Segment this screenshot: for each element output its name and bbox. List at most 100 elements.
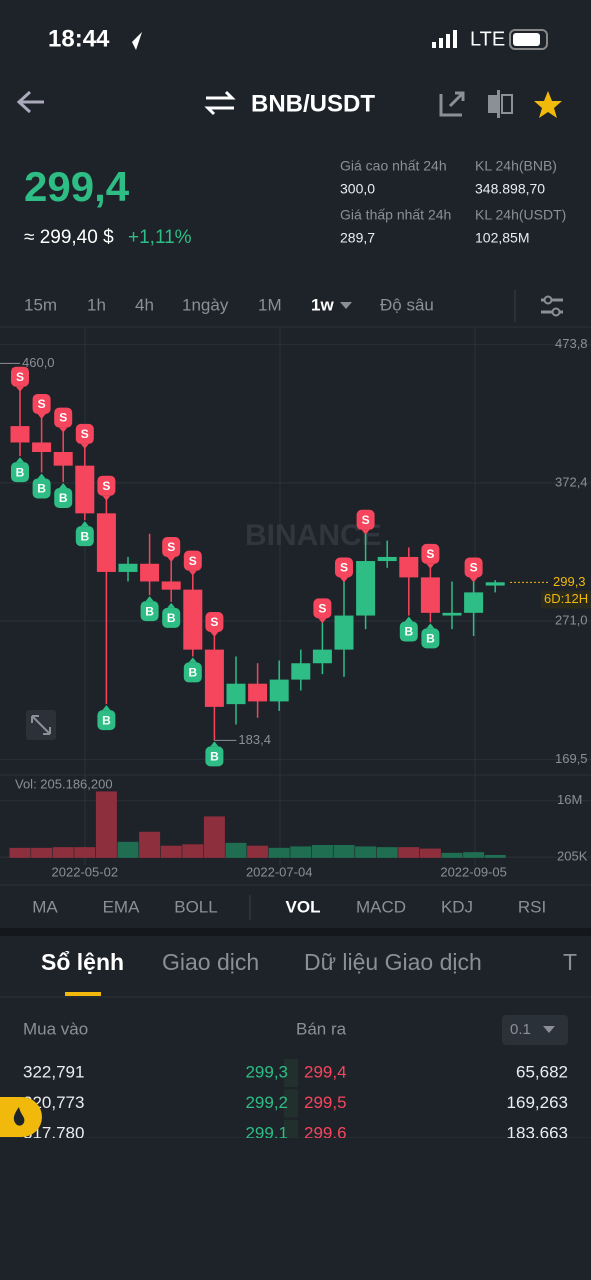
stat-value: 300,0 xyxy=(340,181,375,197)
indicator-tab[interactable]: KDJ xyxy=(441,897,473,916)
volume-bar xyxy=(52,847,74,858)
trade-marker-label: B xyxy=(16,465,25,479)
battery xyxy=(509,29,548,50)
volume-bar xyxy=(419,848,441,858)
trade-marker xyxy=(313,598,332,619)
high-label: 460,0 xyxy=(22,355,55,370)
trade-marker-label: B xyxy=(80,529,89,543)
trade-marker xyxy=(54,407,73,428)
interval-tab[interactable]: Độ sâu xyxy=(380,295,434,314)
section-tab[interactable]: T xyxy=(563,949,577,975)
trade-marker-tip xyxy=(426,563,435,569)
section-tab[interactable]: Giao dịch xyxy=(162,949,259,975)
trade-marker xyxy=(464,557,483,578)
trade-marker-tip xyxy=(59,427,68,433)
ask-price: 299,5 xyxy=(304,1093,347,1112)
trade-marker-tip xyxy=(318,618,327,624)
trade-marker xyxy=(399,621,418,642)
trade-marker-label: S xyxy=(210,615,218,629)
share-icon[interactable] xyxy=(439,91,465,117)
indicator-tab[interactable]: RSI xyxy=(518,897,546,916)
interval-tab[interactable]: 1w xyxy=(311,295,334,314)
settings-knob xyxy=(551,307,561,317)
stat-label: Giá thấp nhất 24h xyxy=(340,207,451,223)
trade-marker-tip xyxy=(210,631,219,637)
depth-bar xyxy=(284,1089,298,1118)
indicator-tab[interactable]: MA xyxy=(32,897,58,916)
trade-marker xyxy=(32,393,51,414)
pair-title: BNB/USDT xyxy=(251,90,375,117)
x-tick-label: 2022-09-05 xyxy=(440,864,507,879)
trade-marker-label: B xyxy=(145,604,154,618)
ask-price: 299,4 xyxy=(304,1062,347,1081)
indicator-tab[interactable]: BOLL xyxy=(174,897,217,916)
trade-marker-label: S xyxy=(340,561,348,575)
trade-marker xyxy=(162,607,181,628)
volume-bar xyxy=(247,845,269,858)
trade-marker-tip xyxy=(16,457,24,463)
y-tick-label: 473,8 xyxy=(555,336,588,351)
indicator-tab[interactable]: EMA xyxy=(103,897,141,916)
volume-bar xyxy=(74,847,96,858)
volume-bar xyxy=(268,847,290,858)
candle-body xyxy=(140,563,160,582)
volume-bar xyxy=(117,841,139,858)
candle-body xyxy=(118,563,138,572)
volume-bar xyxy=(31,847,53,858)
trade-marker-tip xyxy=(188,570,197,576)
dropdown-arrow xyxy=(340,302,352,309)
y-tick-label: 372,4 xyxy=(555,474,588,489)
trade-marker-tip xyxy=(102,705,111,711)
volume-label: Vol: 205.186,200 xyxy=(15,776,113,791)
indicator-tab[interactable]: VOL xyxy=(286,897,321,916)
trade-marker-tip xyxy=(145,596,154,602)
ask-amount: 183,663 xyxy=(507,1123,568,1142)
layout-icon[interactable] xyxy=(488,90,513,118)
candle-body xyxy=(96,513,116,572)
volume-bar xyxy=(225,842,247,858)
favorite-star[interactable] xyxy=(534,91,562,118)
section-tab[interactable]: Sổ lệnh xyxy=(41,949,124,975)
swap-icon[interactable] xyxy=(204,90,236,116)
candle-body xyxy=(312,649,332,664)
interval-tab[interactable]: 4h xyxy=(135,295,154,314)
stat-label: Giá cao nhất 24h xyxy=(340,158,447,174)
trade-marker-tip xyxy=(37,473,46,479)
location-icon xyxy=(126,32,142,50)
trade-marker-label: B xyxy=(210,750,219,764)
step-select[interactable] xyxy=(502,1015,568,1045)
trade-marker-tip xyxy=(167,557,176,563)
bottom-bar xyxy=(0,1138,591,1280)
settings-knob xyxy=(543,295,553,305)
trade-marker-tip xyxy=(361,529,370,535)
interval-tab[interactable]: 1M xyxy=(258,295,282,314)
current-price-label: 299,3 xyxy=(553,574,586,589)
stat-value: 348.898,70 xyxy=(475,181,545,197)
candle-body xyxy=(75,465,95,514)
interval-tab[interactable]: 1h xyxy=(87,295,106,314)
battery-level xyxy=(513,33,540,46)
candle-body xyxy=(464,592,484,613)
trade-marker-label: B xyxy=(426,632,435,646)
countdown: 6D:12H xyxy=(544,591,588,606)
interval-tab[interactable]: 15m xyxy=(24,295,57,314)
volume-bar xyxy=(376,847,398,858)
indicator-tab[interactable]: MACD xyxy=(356,897,406,916)
trade-marker-tip xyxy=(80,521,89,527)
trade-marker-label: S xyxy=(318,602,326,616)
countdown-box xyxy=(541,590,591,609)
signal-icon xyxy=(432,30,457,48)
trade-marker-label: B xyxy=(404,625,413,639)
candle-body xyxy=(32,442,52,453)
interval-tab[interactable]: 1ngày xyxy=(182,295,229,314)
bid-header: Mua vào xyxy=(23,1019,88,1038)
candle-body xyxy=(10,426,30,443)
section-tab[interactable]: Dữ liệu Giao dịch xyxy=(304,949,482,975)
trade-marker-label: S xyxy=(426,547,434,561)
x-tick-label: 2022-07-04 xyxy=(246,864,313,879)
back-button[interactable] xyxy=(16,90,44,114)
last-price: 299,4 xyxy=(24,163,130,210)
trade-marker xyxy=(140,601,159,622)
volume-tick-label: 205K xyxy=(557,849,588,864)
trade-marker-tip xyxy=(59,482,68,488)
